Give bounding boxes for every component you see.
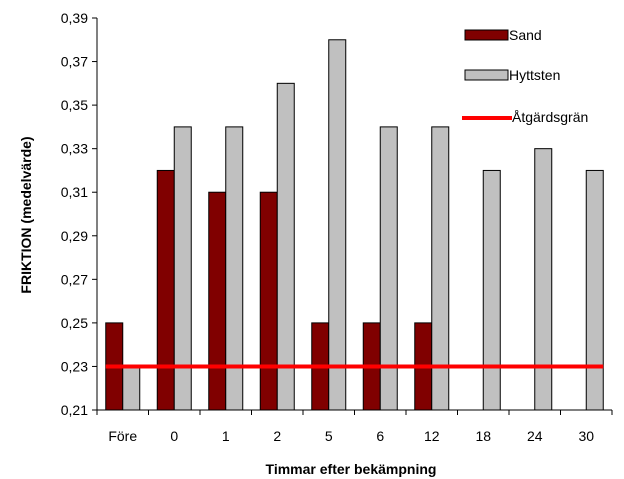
legend-swatch-hyttsten bbox=[464, 69, 509, 81]
x-tick-label: 6 bbox=[376, 428, 384, 444]
bar-sand bbox=[259, 191, 278, 411]
y-tick-label: 0,31 bbox=[61, 184, 88, 200]
bar-hyttsten bbox=[122, 365, 141, 411]
bars-group bbox=[105, 39, 604, 411]
bar-hyttsten bbox=[276, 82, 295, 411]
y-axis-ticks: 0,21 0,23 0,25 0,27 0,29 0,31 0,33 0,35 0,37 0,39 bbox=[61, 10, 97, 418]
bar-sand bbox=[208, 191, 227, 411]
y-tick-label: 0,33 bbox=[61, 141, 88, 157]
x-tick-label: 30 bbox=[578, 428, 594, 444]
y-tick-label: 0,37 bbox=[61, 54, 88, 70]
y-tick-label: 0,27 bbox=[61, 271, 88, 287]
bar-hyttsten bbox=[534, 148, 553, 411]
x-tick-label: 12 bbox=[424, 428, 440, 444]
legend-label-hyttsten: Hyttsten bbox=[509, 67, 560, 83]
x-tick-label: 1 bbox=[222, 428, 230, 444]
bar-hyttsten bbox=[328, 39, 347, 411]
y-tick-label: 0,35 bbox=[61, 97, 88, 113]
bar-hyttsten bbox=[585, 169, 604, 411]
axes bbox=[96, 18, 612, 411]
legend-label-sand: Sand bbox=[509, 27, 542, 43]
bar-sand bbox=[156, 169, 175, 411]
legend-label-threshold: Åtgärdsgrän bbox=[512, 109, 588, 125]
x-tick-label: 5 bbox=[325, 428, 333, 444]
x-axis-title: Timmar efter bekämpning bbox=[266, 461, 437, 477]
y-tick-label: 0,39 bbox=[61, 10, 88, 26]
y-tick-label: 0,21 bbox=[61, 402, 88, 418]
x-tick-label: Före bbox=[108, 428, 137, 444]
y-tick-label: 0,23 bbox=[61, 358, 88, 374]
bar-hyttsten bbox=[482, 169, 501, 411]
x-tick-label: 24 bbox=[527, 428, 543, 444]
legend: Sand Hyttsten Åtgärdsgrän bbox=[462, 27, 588, 125]
x-tick-label: 0 bbox=[170, 428, 178, 444]
x-tick-label: 2 bbox=[273, 428, 281, 444]
y-tick-label: 0,29 bbox=[61, 228, 88, 244]
y-tick-label: 0,25 bbox=[61, 315, 88, 331]
x-tick-label: 18 bbox=[475, 428, 491, 444]
legend-swatch-sand bbox=[464, 29, 509, 41]
y-axis-title: FRIKTION (medelvärde) bbox=[18, 136, 34, 293]
x-axis-ticks: Före 0 1 2 5 6 12 18 24 30 bbox=[96, 410, 613, 444]
